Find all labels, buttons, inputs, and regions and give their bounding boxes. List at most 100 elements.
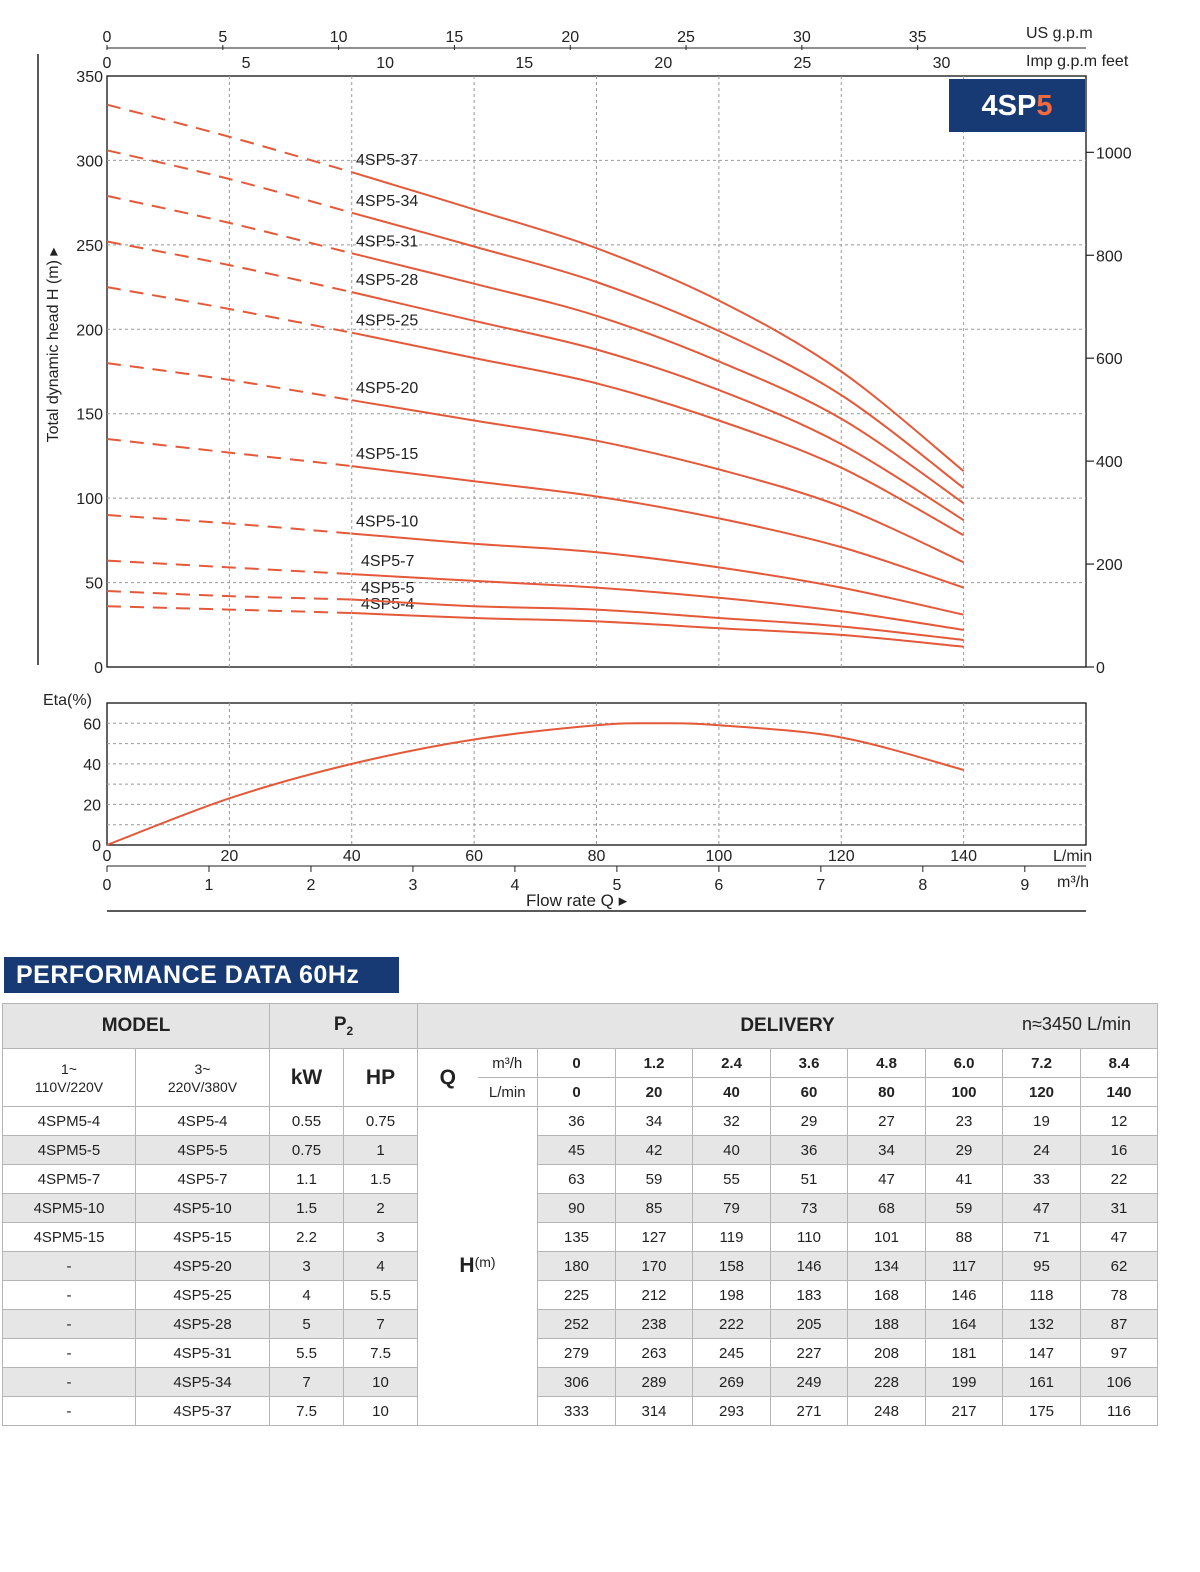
p2-label: P xyxy=(333,1014,347,1036)
performance-table: MODEL P2 DELIVERY n≈3450 L/min 1~ 110V/22… xyxy=(2,1003,1158,1426)
lmin-tick-label: 20 xyxy=(220,848,238,865)
series-label: 4SP5-34 xyxy=(356,193,418,210)
table-row: 4SPM5-4 4SP5-4 0.55 0.75 H(m) 36 34 32 29 27 23 19 1… xyxy=(2,1106,1158,1426)
head-value-cell: 31 xyxy=(1080,1193,1158,1223)
hp-cell: 2 xyxy=(343,1193,418,1223)
m3h-tick-label: 7 xyxy=(816,877,825,894)
usgpm-tick-label: 0 xyxy=(103,29,112,46)
single-phase-line2: 110V/220V xyxy=(34,1078,104,1095)
table-row: -4SP5-25 4 5.5 225 212 198 183 168 146 118 78 xyxy=(2,1280,1158,1310)
model-1ph-cell: 4SPM5-15 xyxy=(2,1222,136,1252)
head-value-cell: 228 xyxy=(847,1367,926,1397)
single-phase-header: 1~ 110V/220V xyxy=(2,1048,136,1107)
lmin-tick-label: 40 xyxy=(343,848,361,865)
model-3ph-cell: 4SP5-31 xyxy=(135,1338,270,1368)
table-row: 4SPM5-10 4SP5-10 1.5 2 90 85 79 73 68 59 47 31 xyxy=(2,1193,1158,1223)
eta-axis-label: Eta(%) xyxy=(43,692,92,709)
y-tick-label: 50 xyxy=(85,576,103,593)
series-label: 4SP5-4 xyxy=(361,596,414,613)
model-badge xyxy=(949,79,1085,132)
y-axis-label: Total dynamic head H (m) ▸ xyxy=(45,248,62,443)
head-value-cell: 222 xyxy=(692,1309,771,1339)
p2-subscript: 2 xyxy=(346,1023,354,1038)
curve-dashed-4sp5-4 xyxy=(106,605,352,614)
table-row: -4SP5-34 7 10 306 289 269 249 228 199 161 106 xyxy=(2,1367,1158,1397)
delivery-header: DELIVERY n≈3450 L/min xyxy=(417,1003,1158,1049)
kw-cell: 0.75 xyxy=(269,1135,344,1165)
curve-4sp5-15 xyxy=(351,465,964,589)
model-3ph-cell: 4SP5-28 xyxy=(135,1309,270,1339)
y-tick-label: 350 xyxy=(76,69,103,86)
lmin-tick-label: 80 xyxy=(588,848,606,865)
model-3ph-cell: 4SP5-4 xyxy=(135,1106,270,1136)
q-header: Q xyxy=(417,1048,478,1107)
m3h-value: 1.2 xyxy=(615,1048,693,1078)
head-value-cell: 34 xyxy=(615,1106,693,1136)
head-value-cell: 168 xyxy=(847,1280,926,1310)
head-value-cell: 23 xyxy=(925,1106,1003,1136)
head-value-cell: 249 xyxy=(770,1367,848,1397)
eta-tick-label: 60 xyxy=(83,716,101,733)
head-value-cell: 146 xyxy=(770,1251,848,1281)
feet-tick-label: 200 xyxy=(1096,557,1123,574)
head-unit: (m) xyxy=(474,1254,496,1270)
model-3ph-cell: 4SP5-7 xyxy=(135,1164,270,1194)
three-phase-line1: 3~ xyxy=(194,1060,211,1077)
head-value-cell: 29 xyxy=(925,1135,1003,1165)
head-value-cell: 16 xyxy=(1080,1135,1158,1165)
speed-label: n≈3450 L/min xyxy=(1022,1014,1131,1034)
head-value-cell: 45 xyxy=(537,1135,616,1165)
curve-4sp5-20 xyxy=(351,399,965,564)
lmin-value: 60 xyxy=(770,1077,848,1107)
p2-header: P2 xyxy=(269,1003,418,1049)
eta-tick-label: 20 xyxy=(83,797,101,814)
head-value-cell: 180 xyxy=(537,1251,616,1281)
head-value-cell: 314 xyxy=(615,1396,693,1426)
head-value-cell: 87 xyxy=(1080,1309,1158,1339)
kw-cell: 1.1 xyxy=(269,1164,344,1194)
curve-4sp5-10 xyxy=(351,532,964,616)
hp-cell: 5.5 xyxy=(343,1280,418,1310)
lmin-value: 140 xyxy=(1080,1077,1158,1107)
head-value-cell: 47 xyxy=(1080,1222,1158,1252)
model-1ph-cell: - xyxy=(2,1367,136,1397)
head-value-cell: 269 xyxy=(692,1367,771,1397)
impgpm-tick-label: 10 xyxy=(376,55,394,72)
curve-dashed-4sp5-37 xyxy=(106,103,353,174)
kw-cell: 4 xyxy=(269,1280,344,1310)
curve-4sp5-4 xyxy=(351,612,964,648)
series-label: 4SP5-20 xyxy=(356,380,418,397)
curve-dashed-4sp5-5 xyxy=(106,590,352,601)
table-row: 4SPM5-5 4SP5-5 0.75 1 45 42 40 36 34 29 24 16 xyxy=(2,1135,1158,1165)
head-value-cell: 33 xyxy=(1002,1164,1081,1194)
model-1ph-cell: - xyxy=(2,1309,136,1339)
curve-dashed-4sp5-31 xyxy=(106,194,353,255)
model-3ph-cell: 4SP5-34 xyxy=(135,1367,270,1397)
head-value-cell: 12 xyxy=(1080,1106,1158,1136)
lmin-unit: L/min xyxy=(1053,848,1092,865)
usgpm-tick-label: 5 xyxy=(218,29,227,46)
table-row: -4SP5-31 5.5 7.5 279 263 245 227 208 181 147 97 xyxy=(2,1338,1158,1368)
head-value-cell: 101 xyxy=(847,1222,926,1252)
model-1ph-cell: - xyxy=(2,1251,136,1281)
hp-cell: 7 xyxy=(343,1309,418,1339)
model-badge-suffix: 5 xyxy=(1036,90,1052,122)
model-1ph-cell: 4SPM5-10 xyxy=(2,1193,136,1223)
usgpm-unit: US g.p.m xyxy=(1026,25,1093,42)
curve-dashed-4sp5-20 xyxy=(106,362,352,402)
head-value-cell: 205 xyxy=(770,1309,848,1339)
m3h-unit: m³/h xyxy=(1057,874,1089,891)
head-value-cell: 63 xyxy=(537,1164,616,1194)
model-3ph-cell: 4SP5-5 xyxy=(135,1135,270,1165)
m3h-value: 6.0 xyxy=(925,1048,1003,1078)
feet-tick-label: 1000 xyxy=(1096,145,1132,162)
m3h-value: 4.8 xyxy=(847,1048,926,1078)
model-1ph-cell: 4SPM5-4 xyxy=(2,1106,136,1136)
m3h-tick-label: 9 xyxy=(1020,877,1029,894)
feet-tick-label: 800 xyxy=(1096,248,1123,265)
y-tick-label: 200 xyxy=(76,322,103,339)
model-3ph-cell: 4SP5-25 xyxy=(135,1280,270,1310)
series-label: 4SP5-31 xyxy=(356,233,418,250)
head-label: H xyxy=(459,1254,475,1277)
